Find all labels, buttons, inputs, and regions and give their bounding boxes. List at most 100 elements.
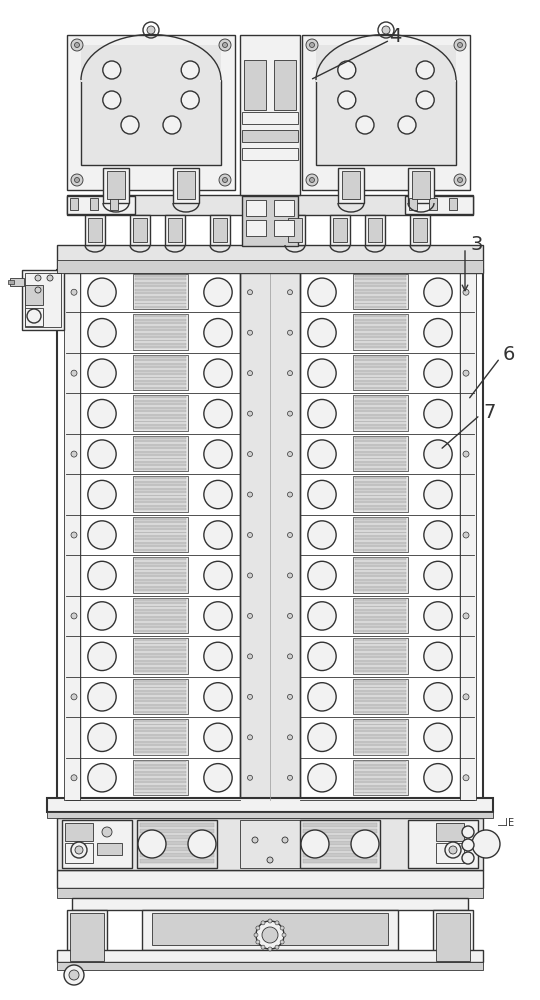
Circle shape [416,61,434,79]
Circle shape [268,919,272,923]
Circle shape [204,602,232,630]
Bar [134,639,186,641]
Bar [132,598,187,633]
Bar [132,638,187,674]
Bar [134,396,186,398]
Bar [134,623,186,625]
Bar [354,700,406,702]
Circle shape [204,480,232,509]
Bar [134,656,186,658]
Circle shape [88,399,116,428]
Circle shape [287,694,293,699]
Bar [134,525,186,527]
Bar [354,292,406,294]
Circle shape [457,42,462,47]
Circle shape [301,830,329,858]
Circle shape [424,561,452,590]
Bar [354,451,406,453]
Bar [134,792,186,793]
Bar [88,218,102,242]
Bar [354,396,406,398]
Bar [134,741,186,743]
Bar [134,619,186,621]
Circle shape [280,940,284,944]
Bar [213,218,227,242]
Bar [80,270,240,800]
Bar [134,373,186,375]
Bar [67,196,135,214]
Bar [152,913,388,945]
Bar [338,168,364,203]
Bar [354,303,406,304]
Bar [354,612,406,614]
Bar [134,711,186,713]
Bar [134,575,186,577]
Bar [353,719,408,755]
Bar [134,383,186,385]
Circle shape [472,830,500,858]
Bar [274,200,294,216]
Circle shape [356,116,374,134]
Bar [134,737,186,739]
Bar [303,847,377,850]
Circle shape [88,764,116,792]
Circle shape [268,947,272,951]
Bar [134,447,186,449]
Circle shape [71,775,77,781]
Circle shape [462,852,474,864]
Bar [140,835,214,838]
Bar [354,653,406,655]
Bar [353,274,408,309]
Bar [67,195,473,215]
Circle shape [308,319,336,347]
Bar [354,505,406,507]
Bar [140,829,214,832]
Bar [134,410,186,412]
Bar [134,505,186,507]
Circle shape [275,945,279,949]
Bar [303,823,377,826]
Bar [134,545,186,547]
Bar [134,366,186,368]
Bar [134,275,186,277]
Bar [354,606,406,607]
Bar [134,518,186,520]
Bar [134,336,186,338]
Bar [134,609,186,611]
Bar [62,820,132,868]
Bar [413,218,427,242]
Bar [134,421,186,422]
Bar [134,643,186,644]
Circle shape [445,842,461,858]
Bar [354,468,406,470]
Bar [134,346,186,348]
Bar [354,549,406,551]
Bar [134,558,186,560]
Circle shape [247,452,253,457]
Bar [354,771,406,773]
Circle shape [308,399,336,428]
Bar [134,377,186,378]
Bar [134,427,186,429]
Circle shape [287,613,293,618]
Bar [354,306,406,308]
Bar [110,198,118,210]
Bar [354,285,406,287]
Bar [274,220,294,236]
Bar [132,557,187,593]
Bar [354,414,406,416]
Bar [354,711,406,713]
Bar [132,314,187,350]
Bar [81,80,221,165]
Bar [354,322,406,324]
Bar [134,356,186,358]
Bar [354,542,406,544]
Bar [25,273,61,327]
Bar [134,720,186,722]
Circle shape [462,826,474,838]
Bar [134,481,186,483]
Circle shape [308,359,336,387]
Circle shape [306,39,318,51]
Bar [57,270,483,800]
Circle shape [247,371,253,376]
